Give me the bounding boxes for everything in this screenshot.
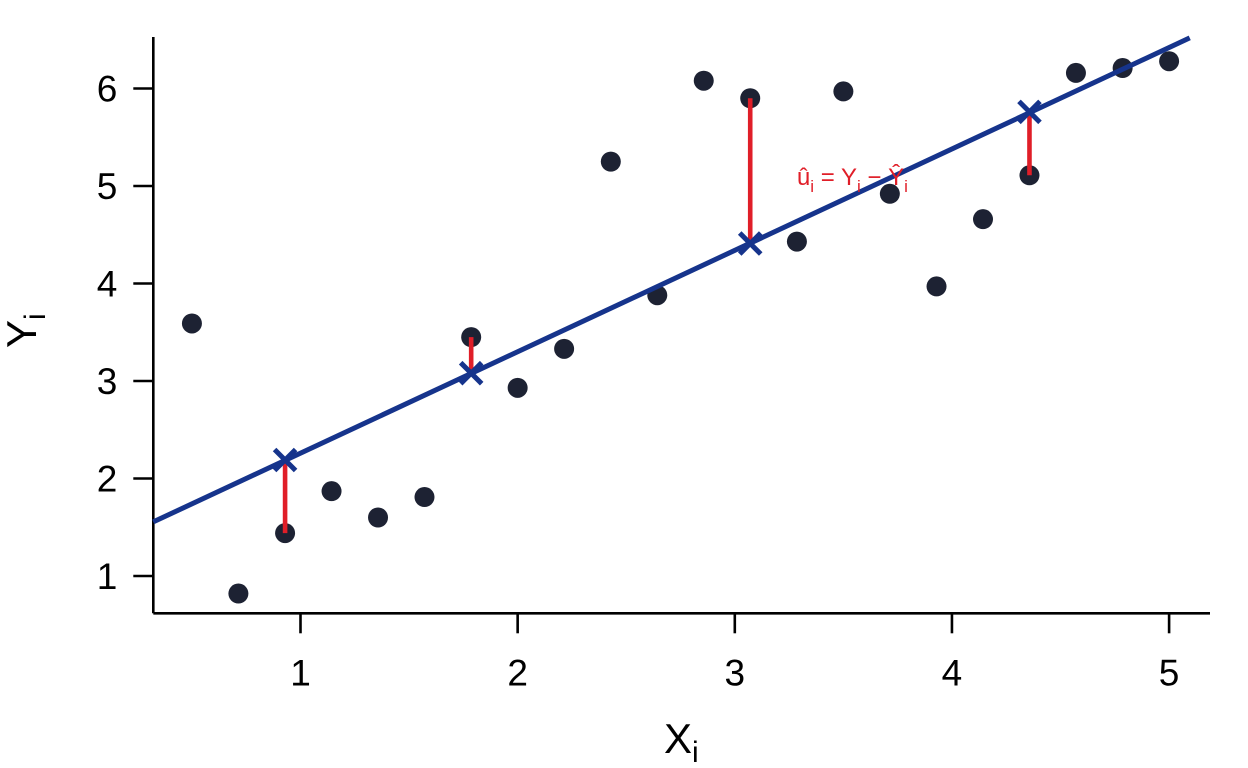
y-tick-label: 6 bbox=[97, 69, 118, 110]
y-tick-label: 2 bbox=[97, 459, 118, 500]
fitted-value-marker bbox=[272, 447, 298, 473]
data-point bbox=[973, 209, 994, 230]
data-point bbox=[321, 481, 342, 502]
data-point bbox=[833, 81, 854, 102]
fitted-value-marker bbox=[1017, 99, 1042, 125]
x-tick-label: 5 bbox=[1159, 652, 1180, 693]
data-point bbox=[1065, 62, 1086, 83]
data-point bbox=[879, 183, 900, 204]
fitted-value-marker bbox=[737, 231, 763, 256]
data-point bbox=[693, 70, 714, 91]
x-axis-label: Xi bbox=[664, 715, 699, 768]
data-point bbox=[1159, 51, 1180, 72]
data-point bbox=[926, 276, 947, 297]
fitted-value-marker bbox=[458, 360, 484, 386]
data-point bbox=[368, 507, 389, 528]
x-tick-label: 1 bbox=[290, 652, 311, 693]
data-point bbox=[600, 151, 621, 172]
residual-formula-annotation: ûi = Yi − Ŷi bbox=[797, 164, 908, 196]
x-tick-label: 3 bbox=[725, 652, 746, 693]
regression-line bbox=[152, 35, 1191, 525]
data-point bbox=[554, 338, 575, 359]
data-point bbox=[786, 231, 807, 252]
data-point bbox=[414, 487, 435, 508]
y-axis-label: Yi bbox=[0, 313, 52, 348]
y-tick-label: 3 bbox=[97, 361, 118, 402]
x-tick-label: 4 bbox=[942, 652, 963, 693]
data-point bbox=[228, 583, 249, 604]
y-tick-label: 5 bbox=[97, 166, 118, 207]
y-tick-label: 1 bbox=[97, 556, 118, 597]
y-tick-label: 4 bbox=[97, 264, 118, 305]
data-point bbox=[507, 377, 528, 398]
data-point bbox=[181, 313, 202, 334]
x-tick-label: 2 bbox=[507, 652, 528, 693]
